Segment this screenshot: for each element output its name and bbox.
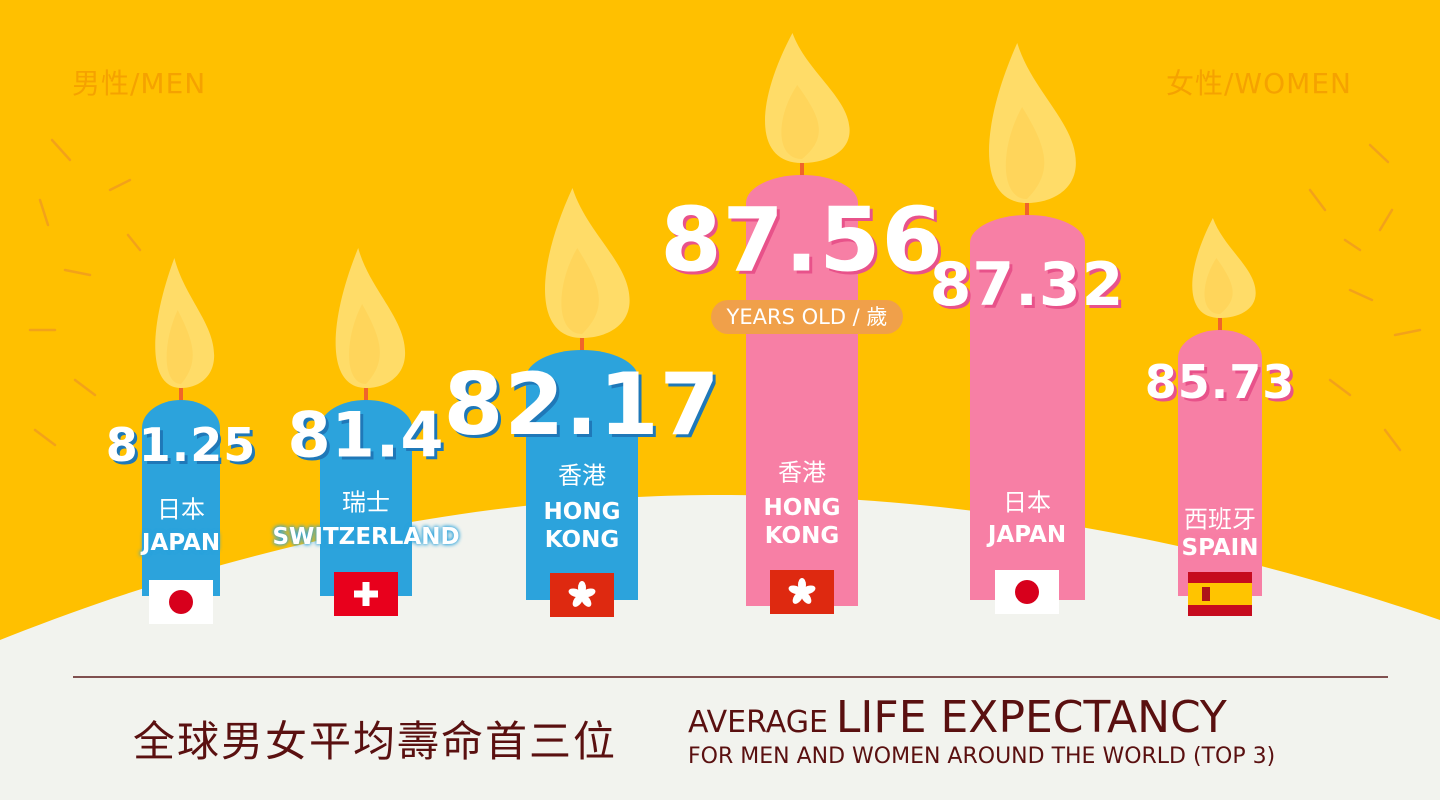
flame-core [1005,107,1045,199]
title-zh: 全球男女平均壽命首三位 [133,717,618,766]
name-en: HONG KONG [543,499,621,553]
flame-core [349,304,380,384]
value: 87.56 [660,188,944,292]
value: 87.32 [929,250,1125,320]
flame-core [561,248,599,334]
flag-disc [1015,580,1039,604]
subtitle: FOR MEN AND WOMEN AROUND THE WORLD (TOP … [688,744,1276,769]
flag-band [1188,583,1252,605]
candle-body [526,350,638,600]
name-zh: 日本 [1003,488,1051,517]
flag-petal [792,591,804,604]
name-zh: 日本 [157,495,205,524]
flag-cross [354,590,378,598]
flag-petal [580,594,592,607]
candle-body [1178,330,1262,596]
group-label: 女性/WOMEN [1166,67,1352,100]
flame-core [166,310,193,384]
flag-emblem [1202,587,1210,601]
name-en: SPAIN [1181,535,1259,561]
name-en: HONG KONG [763,495,841,549]
flag [995,570,1059,614]
candle-body [142,400,220,596]
title-en: AVERAGE LIFE EXPECTANCY [688,692,1227,743]
flag [1188,572,1252,616]
candle-body [320,400,412,596]
group-label: 男性/MEN [72,67,207,100]
value: 85.73 [1144,355,1296,409]
name-en: SWITZERLAND [272,524,460,550]
flag [550,573,614,617]
flag-petal [788,585,803,595]
flag [334,572,398,616]
value: 81.25 [105,418,257,472]
name-zh: 香港 [558,461,606,490]
title-en-main: LIFE EXPECTANCY [835,692,1227,743]
flag-petal [800,591,812,604]
flag [770,570,834,614]
rays [28,138,1422,452]
name-zh: 西班牙 [1184,505,1256,534]
flag-petal [568,588,583,598]
value: 82.17 [443,355,721,455]
name-en: JAPAN [987,522,1067,548]
name-zh: 香港 [778,458,826,487]
value: 81.4 [287,398,445,472]
name-zh: 瑞士 [342,488,390,517]
name-en: JAPAN [141,530,221,556]
title-en-prefix: AVERAGE [688,705,828,740]
unit-pill: YEARS OLD / 歲 [711,300,903,334]
flame-core [781,85,819,159]
flag-petal [572,594,584,607]
candle-body [969,215,1085,600]
flag [149,580,213,624]
flame-core [1204,258,1233,314]
flag-disc [169,590,193,614]
candle-body [746,175,858,606]
